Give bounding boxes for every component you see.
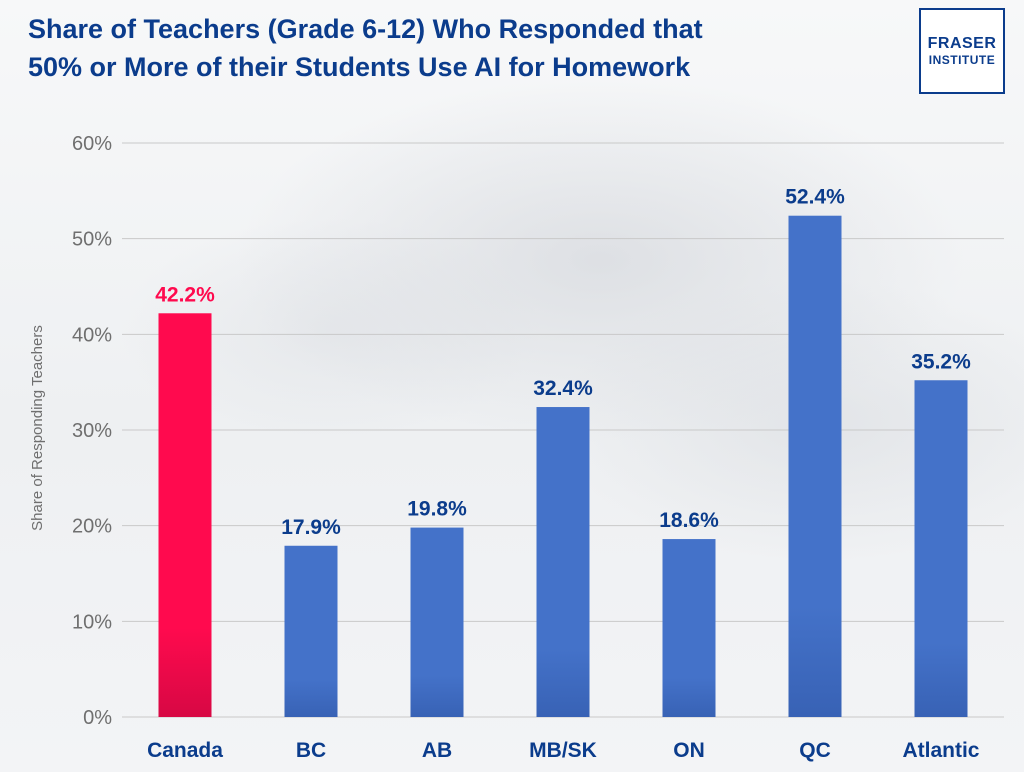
y-tick-label-20: 20% [72,516,112,538]
chart-title-line-1: Share of Teachers (Grade 6-12) Who Respo… [28,14,703,44]
category-label-on: ON [673,739,705,762]
chart-title-line-2: 50% or More of their Students Use AI for… [28,52,691,82]
value-label-mb-sk: 32.4% [533,377,593,400]
bar-atlantic [914,380,968,717]
logo-line-1: FRASER [927,34,997,52]
value-label-bc: 17.9% [281,516,341,539]
bar-bc [284,545,338,717]
category-label-atlantic: Atlantic [902,739,979,762]
y-tick-label-10: 10% [72,611,112,633]
value-label-on: 18.6% [659,509,719,532]
bar-canada [158,313,212,717]
category-label-qc: QC [799,739,831,762]
bar-mb-sk [536,407,590,717]
x-axis-categories: Canada BC AB MB/SK ON QC Atlantic [147,739,980,762]
y-tick-label-40: 40% [72,324,112,346]
category-label-canada: Canada [147,739,223,762]
value-label-atlantic: 35.2% [911,350,971,373]
logo-line-2: INSTITUTE [928,52,996,67]
category-label-mb-sk: MB/SK [529,739,597,762]
value-label-canada: 42.2% [155,283,215,306]
value-labels: 42.2% 17.9% 19.8% 32.4% 18.6% 52.4% 35.2% [155,186,971,539]
y-tick-label-60: 60% [72,133,112,155]
bar-on [662,539,716,717]
y-tick-label-50: 50% [72,229,112,251]
y-tick-label-0: 0% [83,707,112,729]
value-label-qc: 52.4% [785,186,845,209]
y-axis-ticks: 0% 10% 20% 30% 40% 50% 60% [72,133,112,729]
y-axis-label: Share of Responding Teachers [29,325,46,531]
chart-title: Share of Teachers (Grade 6-12) Who Respo… [28,10,888,86]
fraser-institute-logo: FRASER INSTITUTE [919,8,1005,94]
bar-qc [788,215,842,717]
value-label-ab: 19.8% [407,498,467,521]
bars [158,215,968,717]
y-tick-label-30: 30% [72,420,112,442]
category-label-bc: BC [296,739,326,762]
bar-ab [410,527,464,717]
category-label-ab: AB [422,739,452,762]
